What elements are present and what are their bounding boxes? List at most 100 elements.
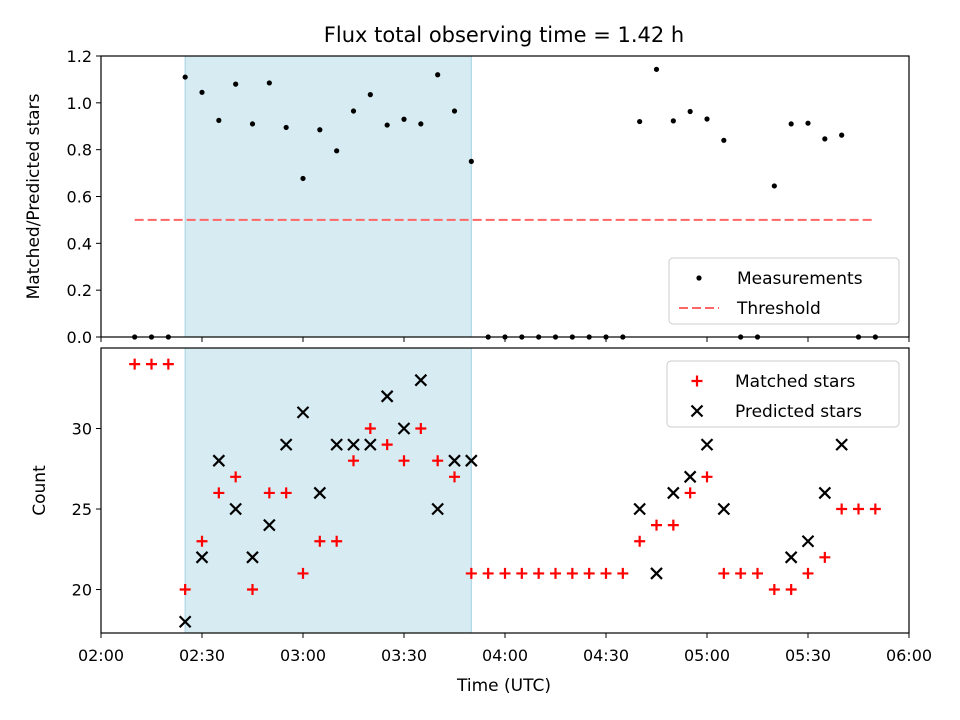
data-point: [384, 122, 390, 128]
legend-label: Measurements: [737, 269, 863, 289]
data-point: [869, 503, 881, 515]
data-point: [802, 567, 814, 579]
data-point: [195, 551, 209, 564]
data-point: [718, 567, 730, 579]
x-tick-label: 04:30: [583, 646, 629, 665]
legend-swatch: [691, 375, 703, 387]
data-point: [229, 502, 242, 516]
chart-title: Flux total observing time = 1.42 h: [324, 23, 684, 47]
data-point: [182, 74, 188, 80]
data-point: [398, 455, 410, 467]
y-axis-label: Count: [30, 465, 50, 516]
x-tick-label: 02:30: [179, 646, 225, 665]
data-point: [700, 438, 714, 451]
data-point: [451, 108, 458, 114]
data-point: [752, 567, 763, 579]
data-point: [771, 183, 777, 189]
data-point: [735, 567, 747, 579]
data-point: [313, 486, 327, 500]
legend-box: [666, 360, 900, 428]
data-point: [717, 502, 731, 516]
data-point: [279, 438, 293, 451]
legend-label: Predicted stars: [735, 402, 862, 422]
data-point: [280, 487, 292, 499]
x-tick-label: 03:00: [280, 646, 326, 665]
y-tick-label: 1.0: [67, 94, 92, 113]
data-point: [317, 127, 323, 133]
data-point: [381, 439, 393, 451]
data-point: [367, 92, 373, 98]
data-point: [468, 158, 474, 164]
data-point: [330, 438, 343, 451]
legend: Measurements Threshold: [668, 257, 900, 325]
data-point: [801, 534, 815, 548]
x-tick-label: 04:00: [482, 646, 528, 665]
data-point: [300, 175, 306, 182]
data-point: [516, 567, 528, 579]
data-point: [380, 390, 394, 403]
data-point: [263, 487, 275, 499]
y-tick-label: 25: [72, 500, 92, 519]
legend-box: [668, 257, 900, 325]
data-point: [788, 121, 794, 127]
legend-label: Matched stars: [735, 372, 855, 392]
data-point: [805, 120, 811, 126]
data-point: [246, 551, 259, 564]
y-tick-label: 30: [72, 420, 92, 439]
data-point: [667, 519, 679, 531]
data-point: [533, 567, 545, 579]
data-point: [432, 455, 444, 467]
data-point: [350, 108, 357, 114]
y-tick-label: 1.2: [67, 47, 92, 66]
y-tick-label: 20: [72, 581, 92, 600]
data-point: [397, 422, 411, 435]
data-point: [296, 406, 310, 419]
x-axis-label: Time (UTC): [456, 676, 551, 696]
data-point: [435, 72, 441, 78]
x-tick-label: 05:30: [785, 646, 831, 665]
data-point: [348, 455, 359, 467]
data-point: [415, 423, 427, 435]
data-point: [196, 535, 208, 547]
data-point: [364, 438, 377, 451]
y-tick-label: 0.0: [67, 328, 92, 347]
data-point: [566, 567, 578, 579]
data-point: [129, 358, 141, 370]
data-point: [401, 116, 407, 122]
data-point: [839, 132, 845, 138]
y-tick-label: 0.6: [67, 188, 92, 207]
legend-swatch: [690, 404, 704, 418]
data-point: [247, 584, 258, 596]
y-tick-label: 0.2: [67, 281, 92, 300]
data-point: [431, 502, 444, 516]
shaded-interval: [185, 56, 472, 337]
series-matched-stars: [129, 358, 881, 596]
y-tick-label: 0.4: [67, 234, 92, 253]
data-point: [178, 615, 192, 629]
x-tick-label: 02:00: [78, 646, 124, 665]
data-point: [162, 358, 174, 370]
data-point: [667, 486, 680, 500]
data-point: [230, 471, 242, 483]
data-point: [583, 567, 595, 579]
data-point: [263, 518, 276, 532]
data-point: [331, 535, 343, 547]
x-tick-label: 06:00: [886, 646, 932, 665]
data-point: [146, 358, 157, 370]
y-tick-label: 0.8: [67, 141, 92, 160]
data-point: [653, 66, 660, 72]
data-point: [449, 471, 460, 483]
data-point: [233, 81, 239, 87]
data-point: [249, 121, 256, 127]
y-axis-label: Matched/Predicted stars: [24, 93, 44, 299]
data-point: [347, 438, 360, 451]
data-point: [600, 567, 612, 579]
data-point: [314, 535, 326, 547]
data-point: [684, 487, 696, 499]
data-point: [650, 567, 663, 580]
data-point: [633, 502, 646, 516]
data-point: [784, 551, 798, 564]
data-point: [283, 124, 289, 131]
data-point: [768, 584, 780, 596]
data-point: [212, 454, 226, 467]
